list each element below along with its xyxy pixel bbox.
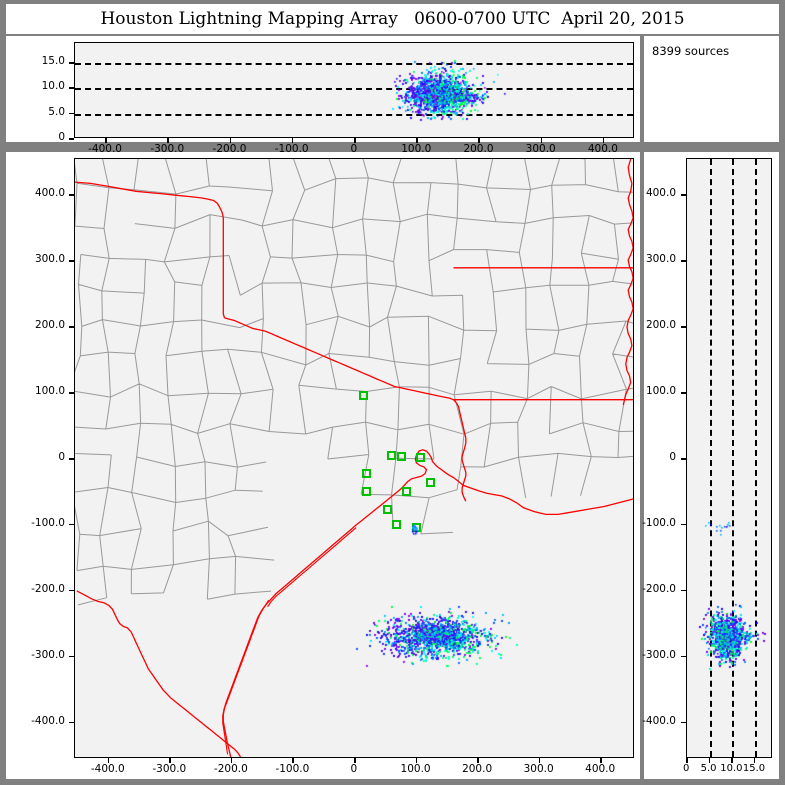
x-tick--400 [105,138,107,143]
plan-y-tick-label--100: -100.0 [31,516,65,529]
plan-y-tick--100 [69,523,74,526]
right-y-tick--100 [681,523,686,526]
plan-x-tick-label-300: 300.0 [523,763,554,775]
altitude-vs-north-panel: 400.0 300.0 200.0 100.0 0 -100.0 -200.0 -300.0 -… [642,152,779,779]
plan-y-tick-label-400: 400.0 [34,187,65,200]
plan-y-tick-label-100: 100.0 [34,385,65,398]
x-tick-100 [416,138,418,143]
altitude-vs-north-scatter [687,159,771,757]
right-y-tick-label-100: 100.0 [645,385,676,398]
x-tick--300 [167,138,169,143]
right-y-tick-label--400: -400.0 [642,714,676,727]
plan-x-tick-400 [600,758,602,763]
plan-view-panel: 400.0 300.0 200.0 100.0 0 -100.0 -200.0 -300.0 -… [6,152,640,779]
plan-y-tick--300 [69,655,74,658]
right-y-tick-label--100: -100.0 [642,516,676,529]
title-bar: Houston Lightning Mapping Array 0600-070… [6,4,779,34]
plan-y-tick-label-300: 300.0 [34,253,65,266]
y-tick-label-0: 0 [58,131,65,143]
source-count-box: 8399 sources [644,36,779,142]
y-tick-label-10: 10.0 [41,80,65,93]
plan-x-tick--100 [292,758,294,763]
altitude-vs-east-plot-area[interactable] [74,42,634,138]
altitude-vs-north-plot-area[interactable] [686,158,772,758]
right-y-tick-label--200: -200.0 [642,582,676,595]
plan-view-scatter [75,159,633,757]
x-tick-400 [602,138,605,143]
right-y-tick--400 [681,721,686,724]
plan-x-tick--300 [169,758,171,763]
plan-y-tick-label--200: -200.0 [31,582,65,595]
right-x-tick-15 [753,758,756,763]
right-y-tick-300 [681,260,686,262]
y-tick-label-15: 15.0 [41,55,65,68]
plan-y-tick-100 [69,392,74,394]
plan-y-tick--400 [69,721,74,724]
plan-x-tick-300 [538,758,541,763]
altitude-vs-east-panel: 0 5.0 10.0 15.0 -400.0 -300.0 -200.0 -100.0 0 100… [6,36,640,155]
right-y-tick-0 [681,458,686,460]
x-tick-label-0: 0 [350,143,358,155]
plan-x-tick-100 [415,758,418,763]
x-tick-300 [540,138,543,143]
x-tick-0 [354,138,356,143]
plan-x-tick-label-400: 400.0 [585,763,616,775]
plan-x-tick-0 [354,758,356,763]
right-x-tick-label-5: 5.0 [700,763,717,774]
y-tick-15 [69,62,74,64]
right-y-tick-label-300: 300.0 [645,253,676,266]
plan-x-tick--200 [230,758,233,763]
right-x-tick-label-0: 0 [683,763,690,774]
plan-x-tick-label--400: -400.0 [90,763,125,775]
plan-x-tick-200 [477,758,479,763]
right-y-tick-400 [681,194,686,196]
plan-x-tick-label-0: 0 [350,763,358,775]
x-tick--200 [229,138,232,143]
right-x-tick-label-15: 15.0 [742,763,766,774]
plan-y-tick-200 [69,326,74,328]
x-tick-200 [478,138,480,143]
plan-y-tick-400 [69,194,74,196]
y-tick-5 [69,112,74,115]
right-y-tick--200 [681,589,686,592]
plan-y-tick-label-0: 0 [58,451,65,463]
right-y-tick-label-0: 0 [669,451,676,463]
right-y-tick-label--300: -300.0 [642,648,676,661]
plan-y-tick-label--400: -400.0 [31,714,65,727]
x-tick--100 [291,138,294,143]
right-y-tick-label-400: 400.0 [645,187,676,200]
right-x-tick-label-10: 10.0 [720,763,743,774]
plan-y-tick-0 [69,458,74,460]
plan-y-tick--200 [69,589,74,592]
y-tick-0 [69,138,74,140]
plan-y-tick-label-200: 200.0 [34,319,65,332]
plan-x-tick-label-100: 100.0 [400,763,431,775]
plan-x-tick-label--100: -100.0 [275,763,310,775]
right-x-tick-5 [708,758,711,763]
plan-x-tick--400 [107,758,110,763]
altitude-vs-east-scatter [75,43,633,137]
plan-x-tick-label--300: -300.0 [152,763,187,775]
right-x-tick-0 [686,758,688,763]
plan-x-tick-label--200: -200.0 [213,763,248,775]
right-y-tick-100 [681,392,686,394]
plan-y-tick-label--300: -300.0 [31,648,65,661]
right-y-tick-label-200: 200.0 [645,319,676,332]
y-tick-10 [69,87,74,89]
right-y-tick-200 [681,326,686,328]
right-x-tick-10 [731,758,733,763]
page-title: Houston Lightning Mapping Array 0600-070… [100,9,685,29]
plan-y-tick-300 [69,260,74,262]
source-count-label: 8399 sources [652,44,730,58]
right-y-tick--300 [681,655,686,658]
y-tick-label-5: 5.0 [48,105,65,118]
plan-view-plot-area[interactable] [74,158,634,758]
plan-x-tick-label-200: 200.0 [462,763,493,775]
